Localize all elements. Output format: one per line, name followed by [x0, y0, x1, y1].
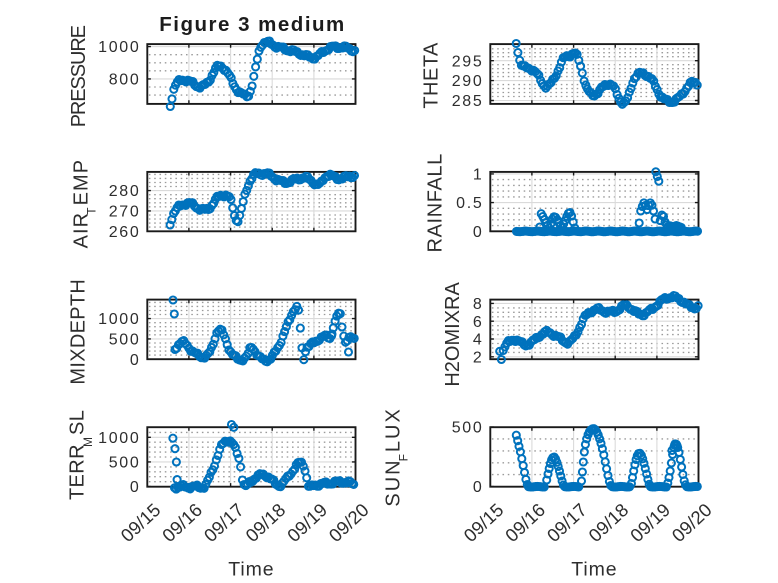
svg-text:500: 500 — [109, 332, 141, 349]
svg-text:260: 260 — [109, 224, 141, 241]
svg-text:6: 6 — [473, 314, 484, 331]
svg-text:THETA: THETA — [421, 42, 443, 109]
svg-text:1000: 1000 — [98, 311, 140, 328]
svg-text:0: 0 — [130, 352, 141, 369]
svg-text:TERRMSL: TERRMSL — [67, 410, 95, 500]
svg-text:1000: 1000 — [98, 430, 140, 447]
svg-text:0: 0 — [473, 224, 484, 241]
svg-text:1000: 1000 — [98, 39, 140, 56]
svg-text:500: 500 — [452, 420, 484, 437]
svg-text:H2OMIXRA: H2OMIXRA — [442, 282, 464, 387]
svg-text:Time: Time — [571, 558, 617, 580]
svg-text:2: 2 — [473, 349, 484, 366]
svg-text:0.5: 0.5 — [456, 195, 483, 212]
svg-text:AIRTEMP: AIRTEMP — [70, 159, 98, 249]
svg-text:285: 285 — [452, 93, 484, 110]
svg-text:RAINFALL: RAINFALL — [425, 153, 447, 252]
svg-text:500: 500 — [109, 455, 141, 472]
svg-text:4: 4 — [473, 332, 484, 349]
svg-text:0: 0 — [130, 479, 141, 496]
svg-text:270: 270 — [109, 204, 141, 221]
svg-text:295: 295 — [452, 53, 484, 70]
svg-text:Figure 3 medium: Figure 3 medium — [159, 13, 346, 36]
svg-text:280: 280 — [109, 183, 141, 200]
svg-text:MIXDEPTH: MIXDEPTH — [67, 279, 89, 385]
svg-text:800: 800 — [109, 72, 141, 89]
svg-text:0: 0 — [473, 479, 484, 496]
svg-text:1: 1 — [473, 167, 484, 184]
svg-text:8: 8 — [473, 296, 484, 313]
svg-text:PRESSURE: PRESSURE — [68, 25, 90, 127]
svg-text:Time: Time — [228, 558, 274, 580]
svg-text:SUNFLUX: SUNFLUX — [382, 407, 410, 506]
svg-text:290: 290 — [452, 73, 484, 90]
